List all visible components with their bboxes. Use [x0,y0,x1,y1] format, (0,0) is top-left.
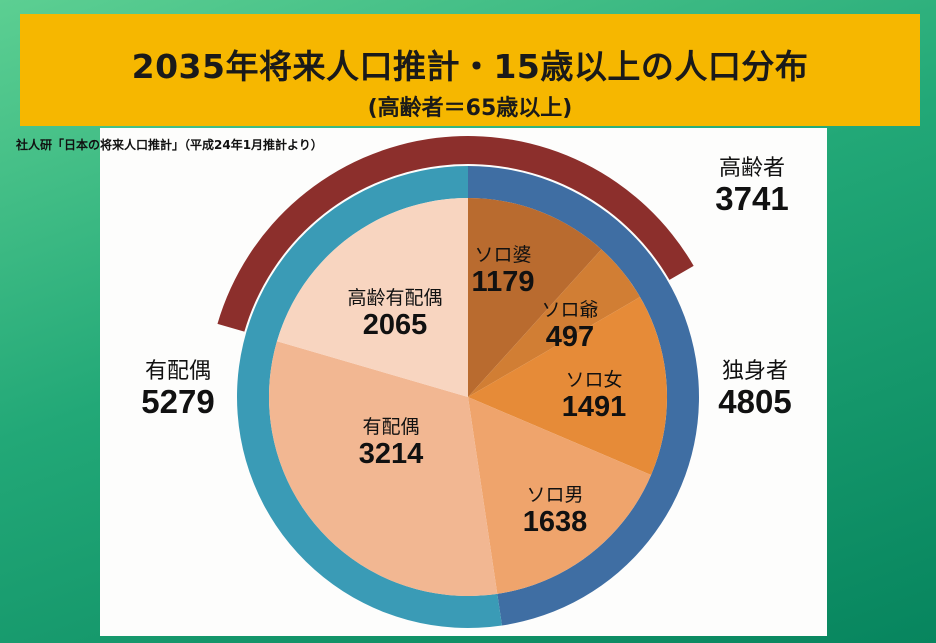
slice-label-solo-woman: ソロ女 1491 [562,365,627,422]
pie-slice-1 [468,249,641,397]
slice-name: 有配偶 [362,416,420,438]
married-total-label: 有配偶 5279 [141,353,214,420]
ring-segment-married [237,166,502,628]
pie-slice-2 [468,296,667,475]
slice-value: 2065 [362,309,428,341]
slice-value: 497 [545,321,595,353]
series-name: 独身者 [721,359,789,384]
series-value: 3741 [715,180,789,217]
slice-label-solo-man: ソロ男 1638 [523,480,588,537]
slice-value: 1179 [471,266,535,298]
series-name: 高齢者 [718,156,786,181]
slice-name: ソロ女 [565,369,623,391]
pie-slice-3 [468,397,652,594]
series-name: 有配偶 [144,359,212,384]
slice-value: 1638 [522,506,588,538]
slice-name: ソロ爺 [541,299,599,321]
slice-label-married: 有配偶 3214 [359,412,424,469]
elderly-arc [217,136,694,332]
ring-segment-single [468,165,700,626]
pie-slice-0 [468,198,602,397]
slice-value: 3214 [358,438,424,470]
slice-label-solo-grandma: ソロ婆 1179 [472,240,535,297]
chart-subtitle: (高齢者＝65歳以上) [367,96,573,121]
title-banner: 2035年将来人口推計・15歳以上の人口分布 (高齢者＝65歳以上) [20,14,920,126]
chart-title: 2035年将来人口推計・15歳以上の人口分布 [131,47,809,86]
slice-label-elderly-married: 高齢有配偶 2065 [347,283,442,340]
pie-slice-5 [276,198,468,397]
single-total-label: 独身者 4805 [718,353,791,420]
series-value: 5279 [141,383,215,420]
slice-value: 1491 [561,391,627,423]
slice-name: ソロ男 [526,484,584,506]
elderly-total-label: 高齢者 3741 [715,150,788,217]
slice-label-solo-grandpa: ソロ爺 497 [541,295,598,352]
series-value: 4805 [718,383,792,420]
slice-name: 高齢有配偶 [347,287,443,309]
pie-slice-4 [268,341,498,596]
source-note: 社人研「日本の将来人口推計」（平成24年1月推計より） [16,138,323,152]
slice-name: ソロ婆 [474,244,532,266]
